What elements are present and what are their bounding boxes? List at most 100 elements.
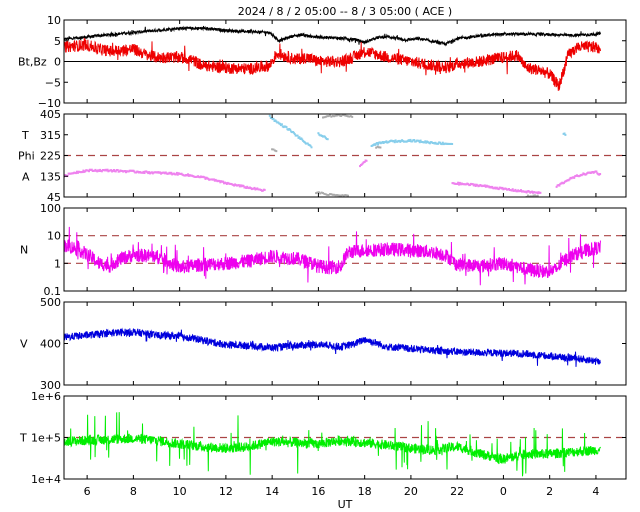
data-point (329, 114, 331, 117)
data-point (324, 136, 327, 139)
data-point (279, 122, 281, 125)
panel-temperature: 1e+6 1e+5 1e+4 6 8 10 12 14 16 18 20 22 0 2 4 T (19, 390, 627, 498)
data-point (306, 142, 309, 145)
data-point (376, 142, 379, 144)
x-tick-label: 22 (450, 485, 464, 498)
data-point (204, 177, 207, 180)
data-point (348, 115, 351, 118)
data-point (285, 126, 288, 129)
y-tick-label: 10 (47, 14, 61, 27)
data-point (219, 181, 222, 184)
data-point (186, 174, 188, 177)
data-point (365, 159, 368, 162)
series-t-line (64, 412, 601, 477)
data-point (333, 115, 336, 118)
data-point (96, 170, 99, 173)
data-point (143, 172, 146, 174)
data-point (428, 142, 431, 145)
data-point (159, 171, 162, 174)
data-point (340, 115, 343, 117)
data-point (555, 185, 558, 188)
data-point (326, 193, 329, 196)
data-point (238, 185, 241, 188)
data-point (273, 149, 276, 152)
data-point (298, 136, 301, 139)
panel-ylabel: N (20, 244, 28, 257)
data-point (337, 194, 340, 197)
panel-ylabel: T (19, 432, 27, 445)
data-point (242, 184, 245, 187)
data-point (293, 133, 296, 136)
data-point (292, 131, 295, 134)
data-point (563, 181, 565, 184)
data-point (329, 193, 331, 196)
y-tick-label: 315 (40, 129, 61, 142)
data-point (536, 194, 539, 197)
panel-data (64, 25, 601, 91)
data-point (148, 171, 151, 174)
data-point (116, 169, 119, 171)
data-point (392, 140, 395, 142)
data-point (319, 192, 322, 195)
data-point (424, 140, 427, 143)
x-tick-label: 10 (173, 485, 187, 498)
x-tick-label: 0 (500, 485, 507, 498)
data-point (539, 191, 542, 194)
y-tick-label: 1e+5 (31, 432, 61, 445)
x-tick-label: 4 (592, 485, 599, 498)
data-point (531, 195, 534, 197)
y-tick-label: 1 (54, 257, 61, 270)
data-point (310, 146, 313, 149)
data-point (187, 173, 189, 176)
data-point (378, 146, 380, 149)
series-v-line (64, 327, 601, 367)
data-point (532, 194, 535, 197)
y-tick-label: 300 (40, 379, 61, 392)
data-point (423, 141, 426, 144)
data-point (484, 185, 487, 188)
y-tick-label: 405 (40, 108, 61, 121)
data-point (320, 191, 323, 194)
data-point (203, 176, 206, 179)
panel-frame (63, 207, 627, 292)
data-point (474, 185, 477, 187)
data-point (233, 184, 236, 187)
data-point (176, 173, 179, 176)
data-point (344, 114, 347, 117)
data-point (289, 128, 292, 131)
data-point (246, 185, 249, 188)
data-point (253, 186, 256, 189)
data-point (411, 140, 414, 143)
panel-angles: 405 315 225 135 45 T Phi A (18, 108, 627, 204)
x-tick-label: 14 (265, 485, 279, 498)
data-point (458, 183, 460, 186)
data-point (345, 194, 348, 197)
x-tick-label: 6 (84, 485, 91, 498)
data-point (330, 115, 333, 118)
data-point (456, 183, 459, 185)
data-point (437, 142, 440, 145)
panel-density: 100 10 1 0.1 N (20, 202, 627, 298)
data-point (529, 195, 532, 197)
data-point (376, 145, 379, 148)
data-point (359, 165, 361, 168)
data-point (275, 120, 278, 123)
data-point (451, 143, 454, 145)
data-point (142, 170, 145, 173)
series-bt-line (64, 25, 601, 47)
y-tick-label: −10 (38, 97, 61, 110)
y-tick-label: 1e+4 (31, 473, 61, 486)
y-tick-label: 100 (40, 202, 61, 215)
data-point (327, 115, 330, 118)
data-point (563, 132, 566, 135)
data-point (379, 146, 382, 149)
data-point (599, 173, 602, 175)
data-point (558, 184, 561, 187)
y-tick-label: 45 (47, 191, 61, 204)
data-point (535, 195, 538, 197)
data-point (323, 135, 326, 138)
data-point (581, 173, 584, 176)
data-point (440, 143, 443, 146)
data-point (263, 188, 266, 191)
